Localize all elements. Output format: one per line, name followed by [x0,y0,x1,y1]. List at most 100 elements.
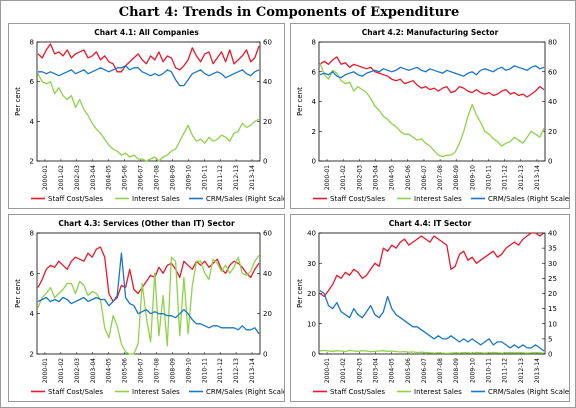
y-tick-label: 0 [312,351,316,359]
y-tick-label: 6 [30,270,35,278]
series-line-staff-cost-sales [319,56,545,98]
y-axis-label: Per cent [296,279,304,308]
chart-svg: Chart 4.1: All Companies 2 4 6 8 0 20 40 60 Per c… [14,28,284,203]
x-tick-label: 2002-03 [356,358,363,383]
x-tick-label: 2012-13 [518,358,525,383]
legend-label-staff-cost-sales: Staff Cost/Sales [330,388,385,396]
y-tick-label: 40 [307,230,316,238]
x-tick-label: 2010-11 [486,358,493,383]
legend-label-staff-cost-sales: Staff Cost/Sales [48,388,103,396]
y-tick-label: 0 [312,158,316,166]
legend-label-interest-sales: Interest Sales [132,388,180,396]
series-line-crm-sales [37,252,260,335]
chart-panel-services: Chart 4.3: Services (Other than IT) Sect… [8,214,285,402]
y2-tick-label: 30 [548,260,557,268]
y2-tick-label: 20 [263,310,272,318]
y-axis-label: Per cent [296,87,304,116]
x-tick-label: 2013-14 [534,358,541,383]
y2-tick-label: 60 [548,68,557,76]
y-axis-label: Per cent [14,279,22,308]
x-tick-label: 2007-08 [437,165,444,190]
x-tick-label: 2010-11 [486,165,493,190]
y-tick-label: 2 [30,158,34,166]
y2-tick-label: 0 [263,351,267,359]
series-line-interest-sales [37,254,260,355]
x-tick-label: 2011-12 [217,165,224,190]
x-tick-label: 2000-01 [42,358,49,383]
series-line-staff-cost-sales [319,232,545,298]
x-tick-label: 2007-08 [153,358,160,383]
y2-tick-label: 60 [263,230,272,238]
y2-tick-label: 15 [548,305,557,313]
x-tick-label: 2007-08 [153,165,160,190]
legend-label-interest-sales: Interest Sales [414,388,462,396]
y2-tick-label: 20 [548,128,557,136]
x-tick-label: 2002-03 [74,165,81,190]
x-tick-label: 2006-07 [421,165,428,190]
x-tick-label: 2007-08 [437,358,444,383]
y2-tick-label: 0 [548,158,552,166]
x-tick-label: 2002-03 [74,358,81,383]
series-line-interest-sales [319,62,545,158]
x-tick-label: 2001-02 [58,165,65,190]
y2-tick-label: 40 [548,98,557,106]
series-line-staff-cost-sales [37,43,260,73]
chart-title: Chart 4.3: Services (Other than IT) Sect… [58,219,235,228]
series-line-staff-cost-sales [37,246,260,303]
y2-tick-label: 0 [548,351,552,359]
y2-tick-label: 5 [548,335,552,343]
legend-label-staff-cost-sales: Staff Cost/Sales [330,195,385,203]
plot-frame [36,41,261,162]
x-tick-label: 2010-11 [201,358,208,383]
chart-svg: Chart 4.3: Services (Other than IT) Sect… [14,219,284,396]
x-tick-label: 2013-14 [249,358,256,383]
x-tick-label: 2011-12 [502,165,509,190]
x-tick-label: 2005-06 [122,165,129,190]
x-tick-label: 2004-05 [389,358,396,383]
legend-label-crm-sales: CRM/Sales (Right Scale) [488,388,569,396]
y2-tick-label: 80 [548,39,557,47]
y-tick-label: 4 [30,118,35,126]
y-tick-label: 10 [307,320,316,328]
x-tick-label: 2009-10 [185,165,192,190]
x-tick-label: 2010-11 [201,165,208,190]
y2-tick-label: 20 [548,290,557,298]
legend-label-interest-sales: Interest Sales [132,195,180,203]
x-tick-label: 2013-14 [534,165,541,190]
x-tick-label: 2000-01 [324,358,331,383]
figure-title: Chart 4: Trends in Components of Expendi… [118,5,460,20]
series-line-interest-sales [319,349,545,355]
legend-label-crm-sales: CRM/Sales (Right Scale) [206,388,284,396]
chart-title: Chart 4.4: IT Sector [389,219,472,228]
y2-tick-label: 20 [263,118,272,126]
x-tick-label: 2009-10 [469,358,476,383]
x-tick-label: 2011-12 [502,358,509,383]
chart-panel-all-companies: Chart 4.1: All Companies 2 4 6 8 0 20 40 60 Per c… [8,23,285,209]
x-tick-label: 2005-06 [405,358,412,383]
legend-label-staff-cost-sales: Staff Cost/Sales [48,195,103,203]
x-tick-label: 2006-07 [421,358,428,383]
x-tick-label: 2003-04 [90,358,97,383]
x-tick-label: 2006-07 [138,165,145,190]
x-tick-label: 2008-09 [169,358,176,383]
y-tick-label: 6 [30,78,35,86]
series-line-crm-sales [38,65,260,87]
y-tick-label: 30 [307,260,316,268]
x-tick-label: 2013-14 [249,165,256,190]
y-tick-label: 2 [30,351,34,359]
y2-tick-label: 60 [263,39,272,47]
x-tick-label: 2012-13 [233,358,240,383]
x-tick-label: 2005-06 [122,358,129,383]
y-tick-label: 4 [30,310,35,318]
series-line-crm-sales [319,65,545,79]
y2-tick-label: 10 [548,320,557,328]
y-tick-label: 8 [312,39,316,47]
x-tick-label: 2012-13 [518,165,525,190]
plot-frame [36,232,261,355]
x-tick-label: 2000-01 [324,165,331,190]
x-tick-label: 2005-06 [405,165,412,190]
x-tick-label: 2004-05 [106,165,113,190]
chart-svg: Chart 4.2: Manufacturing Sector024680204… [296,28,569,203]
y2-tick-label: 40 [548,230,557,238]
